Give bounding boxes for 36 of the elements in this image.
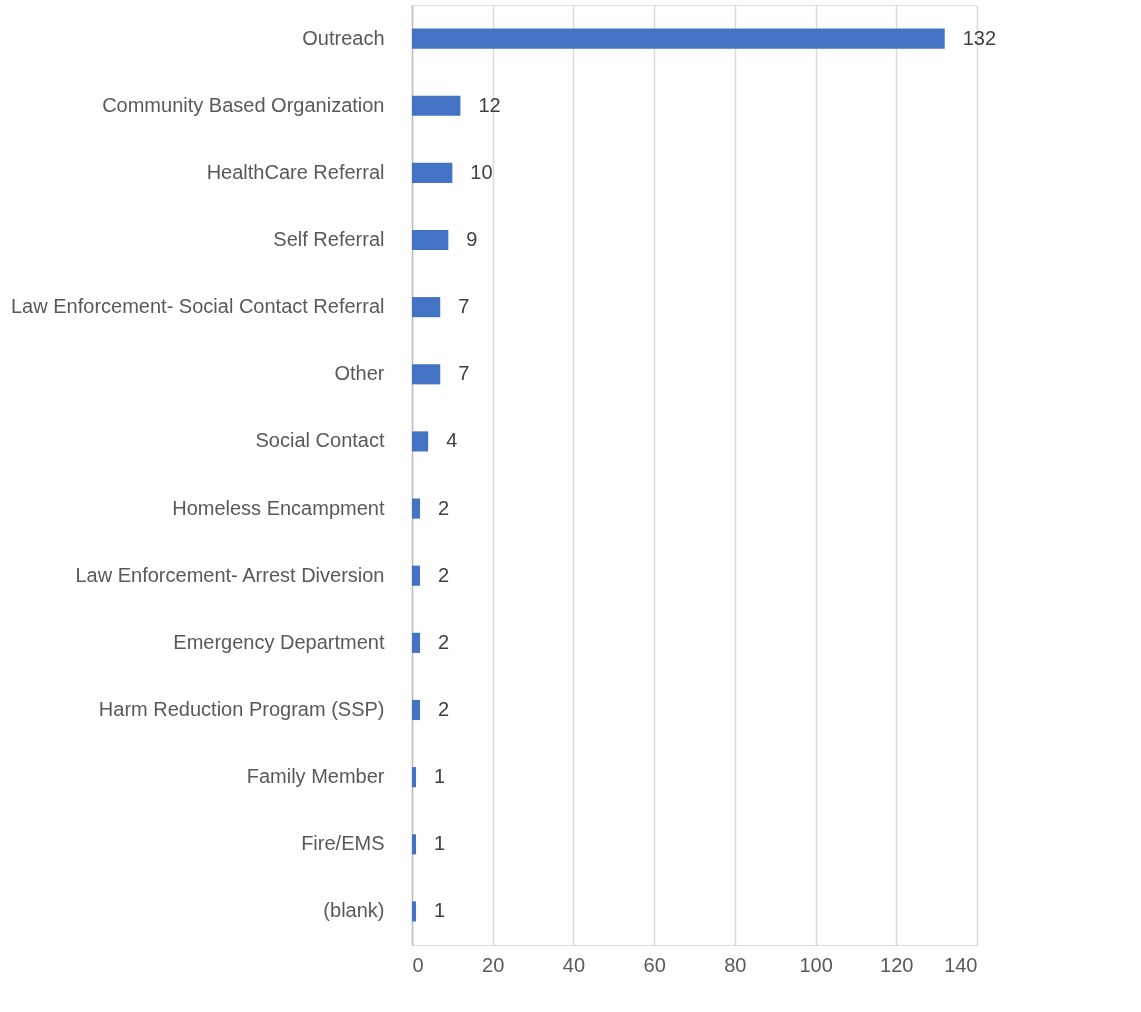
data-label: 2 xyxy=(438,630,450,653)
y-tick-label: Homeless Encampment xyxy=(172,496,385,519)
x-tick-label: 120 xyxy=(880,953,914,976)
x-tick-label: 20 xyxy=(482,953,505,976)
x-tick-label: 0 xyxy=(412,953,424,976)
y-tick-label: Emergency Department xyxy=(173,630,385,653)
data-label: 1 xyxy=(434,832,446,855)
y-tick-label: Other xyxy=(334,362,385,385)
data-label: 7 xyxy=(458,362,470,385)
data-label: 9 xyxy=(466,228,478,250)
y-tick-label: HealthCare Referral xyxy=(206,160,385,183)
data-label: 2 xyxy=(438,563,450,586)
data-label: 10 xyxy=(470,160,493,183)
data-label: 2 xyxy=(438,698,450,720)
x-tick-label: 140 xyxy=(944,953,978,976)
data-label: 2 xyxy=(438,496,450,519)
y-tick-label: Social Contact xyxy=(255,429,385,452)
y-tick-label: Law Enforcement- Social Contact Referral xyxy=(11,295,385,318)
data-label: 4 xyxy=(446,429,458,452)
y-tick-label: Law Enforcement- Arrest Diversion xyxy=(75,563,385,586)
y-tick-label: Community Based Organization xyxy=(102,93,385,116)
data-label: 7 xyxy=(458,295,470,318)
data-label: 1 xyxy=(434,765,446,788)
x-tick-label: 100 xyxy=(799,953,833,976)
data-label: 12 xyxy=(478,93,501,116)
data-label: 132 xyxy=(962,26,997,49)
y-tick-label: Fire/EMS xyxy=(301,832,385,855)
x-tick-label: 40 xyxy=(562,953,586,976)
y-tick-label: Outreach xyxy=(302,26,385,49)
y-tick-label: Family Member xyxy=(246,765,385,788)
y-tick-label: Harm Reduction Program (SSP) xyxy=(98,698,385,720)
y-tick-label: (blank) xyxy=(323,899,385,922)
x-tick-label: 60 xyxy=(643,953,666,976)
y-tick-label: Self Referral xyxy=(273,228,385,250)
x-tick-label: 80 xyxy=(724,953,747,976)
data-label: 1 xyxy=(434,899,446,922)
